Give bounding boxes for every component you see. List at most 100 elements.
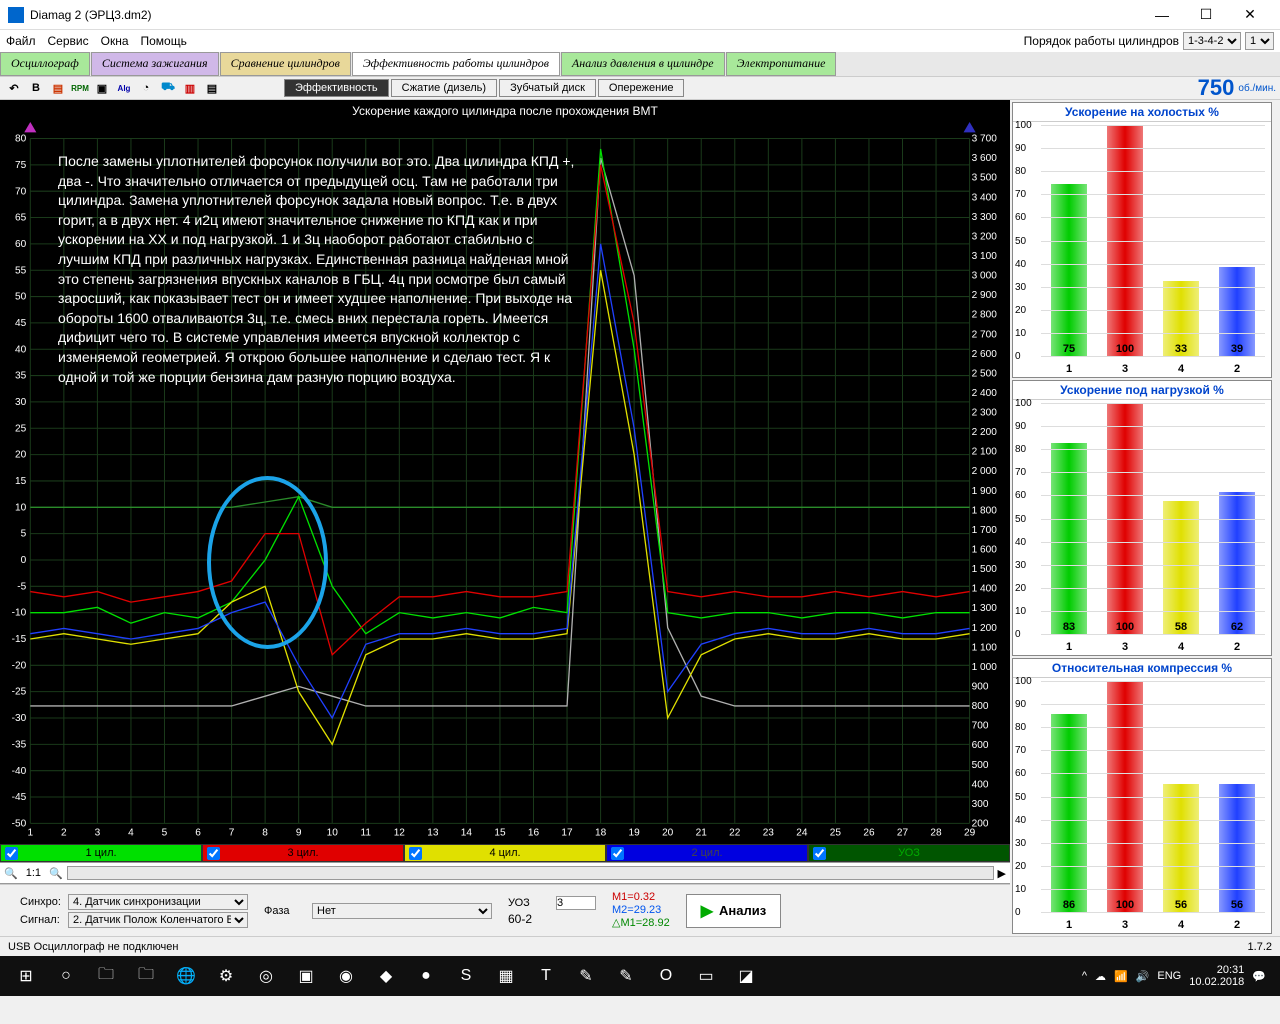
legend-checkbox[interactable] — [5, 847, 18, 860]
bar-value: 83 — [1051, 621, 1087, 633]
svg-text:2 400: 2 400 — [972, 388, 998, 399]
sync-select[interactable]: 4. Датчик синхронизации — [68, 894, 248, 910]
uoz-input[interactable] — [556, 896, 596, 910]
tray-lang[interactable]: ENG — [1157, 970, 1181, 982]
taskbar-icon[interactable]: ● — [406, 956, 446, 996]
taskbar-icon[interactable]: ✎ — [566, 956, 606, 996]
tray-vol-icon[interactable]: 🔊 — [1136, 970, 1150, 983]
subtab[interactable]: Эффективность — [284, 79, 389, 97]
legend-checkbox[interactable] — [409, 847, 422, 860]
legend-checkbox[interactable] — [611, 847, 624, 860]
chart-body[interactable]: -50-45-40-35-30-25-20-15-10-505101520253… — [0, 122, 1010, 844]
menu-Помощь[interactable]: Помощь — [141, 34, 187, 48]
svg-text:35: 35 — [15, 371, 27, 382]
taskbar-icon[interactable]: 🗀 — [86, 956, 126, 996]
m1-value: M1=0.32 — [612, 891, 670, 904]
taskbar-icon[interactable]: ▭ — [686, 956, 726, 996]
bar-x-label: 2 — [1234, 919, 1240, 931]
alg12-icon[interactable]: Alg — [114, 79, 134, 97]
zoom-ratio: 1:1 — [26, 867, 41, 879]
svg-text:900: 900 — [972, 681, 989, 692]
taskbar-icon[interactable]: 🌐 — [166, 956, 206, 996]
legend-checkbox[interactable] — [207, 847, 220, 860]
svg-text:2: 2 — [61, 828, 67, 839]
svg-text:1 700: 1 700 — [972, 525, 998, 536]
svg-text:25: 25 — [830, 828, 842, 839]
signal-icon[interactable]: ▤ — [48, 79, 68, 97]
taskbar-icon[interactable]: O — [646, 956, 686, 996]
tab[interactable]: Сравнение цилиндров — [220, 52, 351, 76]
svg-text:1 800: 1 800 — [972, 505, 998, 516]
bar-panel: Относительная компрессия %86100565601020… — [1012, 658, 1272, 934]
car-icon[interactable]: ⛟ — [158, 79, 178, 97]
bar: 83 — [1051, 404, 1087, 635]
scroll-right-icon[interactable]: ▶ — [998, 867, 1006, 880]
tabbar: ОсциллографСистема зажиганияСравнение ци… — [0, 52, 1280, 76]
svg-text:20: 20 — [662, 828, 674, 839]
taskbar-icon[interactable]: ○ — [46, 956, 86, 996]
rpm-value: 750 — [1198, 75, 1239, 101]
overlay-icon[interactable]: ▣ — [92, 79, 112, 97]
list-icon[interactable]: ▤ — [202, 79, 222, 97]
legend-checkbox[interactable] — [813, 847, 826, 860]
bar: 100 — [1107, 404, 1143, 635]
bar-value: 100 — [1107, 899, 1143, 911]
bar-panel-title: Ускорение на холостых % — [1013, 103, 1271, 122]
tab[interactable]: Эффективность работы цилиндров — [352, 52, 560, 76]
bold-icon[interactable]: B — [26, 79, 46, 97]
legend-cell[interactable]: УОЗ — [808, 844, 1010, 862]
taskbar-icon[interactable]: ⊞ — [6, 956, 46, 996]
close-button[interactable]: ✕ — [1228, 1, 1272, 29]
taskbar-icon[interactable]: ◪ — [726, 956, 766, 996]
tab[interactable]: Осциллограф — [0, 52, 90, 76]
phase-label: Фаза — [264, 905, 308, 917]
zoom-in-icon[interactable]: 🔍 — [49, 867, 63, 880]
subtab[interactable]: Зубчатый диск — [499, 79, 596, 97]
tray-cloud-icon[interactable]: ☁ — [1095, 970, 1106, 983]
svg-text:-30: -30 — [12, 713, 27, 724]
taskbar-icon[interactable]: ◆ — [366, 956, 406, 996]
horizontal-scrollbar[interactable] — [67, 866, 994, 880]
tray-up-icon[interactable]: ^ — [1082, 970, 1087, 982]
tab[interactable]: Анализ давления в цилиндре — [561, 52, 725, 76]
taskbar-icon[interactable]: ✎ — [606, 956, 646, 996]
bar-value: 100 — [1107, 621, 1143, 633]
zoom-out-icon[interactable]: 🔍 — [4, 867, 18, 880]
taskbar-icon[interactable]: ◉ — [326, 956, 366, 996]
taskbar-icon[interactable]: ◎ — [246, 956, 286, 996]
analyze-button[interactable]: ▶ Анализ — [686, 894, 782, 928]
gauge-icon[interactable]: ◔ — [136, 79, 156, 97]
cylinder-count-select[interactable]: 1 — [1245, 32, 1274, 50]
menu-Сервис[interactable]: Сервис — [48, 34, 89, 48]
svg-text:55: 55 — [15, 265, 27, 276]
tab[interactable]: Электропитание — [726, 52, 837, 76]
menu-Файл[interactable]: Файл — [6, 34, 36, 48]
legend-cell[interactable]: 2 цил. — [606, 844, 808, 862]
svg-text:3 300: 3 300 — [972, 212, 998, 223]
tray-notif-icon[interactable]: 💬 — [1252, 970, 1266, 983]
undo-icon[interactable]: ↶ — [4, 79, 24, 97]
legend-cell[interactable]: 3 цил. — [202, 844, 404, 862]
minimize-button[interactable]: — — [1140, 1, 1184, 29]
legend-cell[interactable]: 4 цил. — [404, 844, 606, 862]
signal-select[interactable]: 2. Датчик Полож Коленчатого Вал — [68, 912, 248, 928]
tray-wifi-icon[interactable]: 📶 — [1114, 970, 1128, 983]
taskbar-icon[interactable]: T — [526, 956, 566, 996]
legend-cell[interactable]: 1 цил. — [0, 844, 202, 862]
bars-icon[interactable]: ▥ — [180, 79, 200, 97]
tab[interactable]: Система зажигания — [91, 52, 219, 76]
taskbar-icon[interactable]: ▣ — [286, 956, 326, 996]
taskbar-icon[interactable]: ⚙ — [206, 956, 246, 996]
rpm-icon[interactable]: RPM — [70, 79, 90, 97]
subtab[interactable]: Опережение — [598, 79, 685, 97]
maximize-button[interactable]: ☐ — [1184, 1, 1228, 29]
taskbar-icon[interactable]: 🗀 — [126, 956, 166, 996]
bar: 86 — [1051, 682, 1087, 913]
subtab[interactable]: Сжатие (дизель) — [391, 79, 498, 97]
svg-text:-15: -15 — [12, 634, 27, 645]
phase-select[interactable]: Нет — [312, 903, 492, 919]
taskbar-icon[interactable]: ▦ — [486, 956, 526, 996]
menu-Окна[interactable]: Окна — [101, 34, 129, 48]
cylinder-order-select[interactable]: 1-3-4-2 — [1183, 32, 1241, 50]
taskbar-icon[interactable]: S — [446, 956, 486, 996]
